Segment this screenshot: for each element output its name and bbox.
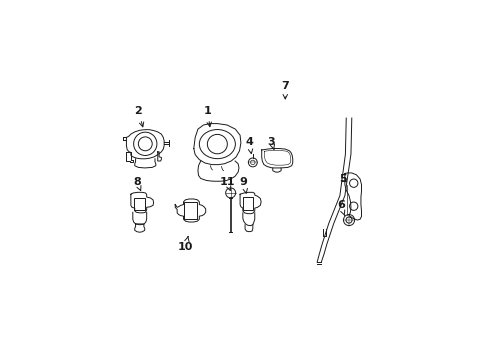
Text: 5: 5 — [339, 174, 346, 184]
Bar — [243, 197, 253, 210]
Text: 7: 7 — [281, 81, 288, 99]
Text: 8: 8 — [133, 177, 141, 190]
Text: 9: 9 — [239, 177, 247, 193]
Text: 2: 2 — [134, 106, 143, 127]
Text: 6: 6 — [336, 201, 344, 216]
Text: 11: 11 — [219, 177, 234, 190]
Text: 1: 1 — [203, 106, 211, 127]
Text: 4: 4 — [245, 136, 253, 154]
Text: 3: 3 — [267, 136, 275, 149]
Text: 10: 10 — [178, 237, 193, 252]
Bar — [133, 198, 144, 210]
Bar — [183, 202, 197, 219]
